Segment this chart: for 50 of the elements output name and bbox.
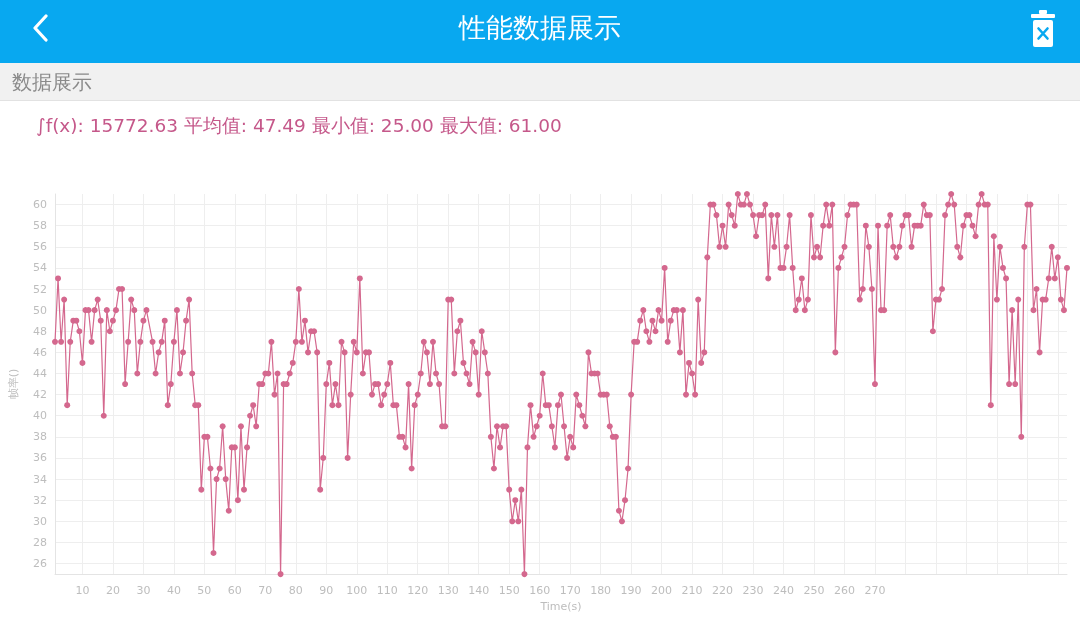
- y-tick-label: 26: [33, 557, 47, 571]
- y-tick-label: 50: [33, 303, 47, 317]
- x-tick-label: 40: [166, 584, 181, 598]
- x-tick-label: 120: [407, 584, 429, 598]
- x-tick-label: 60: [227, 584, 242, 598]
- x-tick-label: 90: [319, 584, 334, 598]
- x-tick-label: 240: [773, 584, 795, 598]
- x-axis-title: Time(s): [539, 600, 582, 613]
- y-tick-label: 54: [33, 261, 47, 275]
- y-tick-label: 58: [33, 219, 47, 233]
- x-tick-label: 160: [529, 584, 551, 598]
- x-tick-label: 260: [833, 584, 855, 598]
- y-tick-label: 44: [33, 366, 47, 380]
- y-tick-label: 40: [33, 409, 47, 423]
- x-tick-label: 110: [376, 584, 398, 598]
- x-tick-label: 180: [590, 584, 612, 598]
- x-tick-label: 140: [468, 584, 490, 598]
- y-tick-label: 32: [33, 493, 47, 507]
- y-tick-label: 56: [33, 240, 47, 254]
- y-tick-label: 38: [33, 430, 47, 444]
- x-tick-label: 220: [712, 584, 734, 598]
- y-tick-label: 28: [33, 535, 47, 549]
- x-tick-label: 100: [346, 584, 368, 598]
- x-tick-label: 50: [197, 584, 212, 598]
- y-axis-title: 帧率(): [7, 368, 20, 400]
- y-tick-label: 36: [33, 451, 47, 465]
- x-tick-label: 250: [803, 584, 825, 598]
- x-tick-label: 200: [651, 584, 673, 598]
- x-tick-label: 270: [864, 584, 886, 598]
- y-tick-label: 34: [33, 472, 47, 486]
- x-tick-label: 150: [498, 584, 520, 598]
- y-tick-label: 46: [33, 345, 47, 359]
- y-tick-label: 60: [33, 198, 47, 212]
- x-tick-label: 20: [105, 584, 120, 598]
- text: ∫f(x): 15772.63 平均值: 47.49 最小值: 25.00 最大值: 61.00: [36, 114, 562, 138]
- x-tick-label: 70: [258, 584, 273, 598]
- y-tick-label: 48: [33, 324, 47, 338]
- y-tick-label: 52: [33, 282, 47, 296]
- x-tick-label: 80: [288, 584, 303, 598]
- x-tick-label: 30: [136, 584, 151, 598]
- x-tick-label: 170: [559, 584, 581, 598]
- x-tick-label: 190: [620, 584, 642, 598]
- y-tick-label: 42: [33, 388, 47, 402]
- x-tick-label: 10: [75, 584, 90, 598]
- x-tick-label: 230: [742, 584, 764, 598]
- chart-subtitle: 数据展示: [12, 70, 92, 96]
- y-tick-label: 30: [33, 514, 47, 528]
- x-tick-label: 210: [681, 584, 703, 598]
- x-tick-label: 130: [437, 584, 459, 598]
- chart-title: 性能数据展示: [457, 11, 622, 45]
